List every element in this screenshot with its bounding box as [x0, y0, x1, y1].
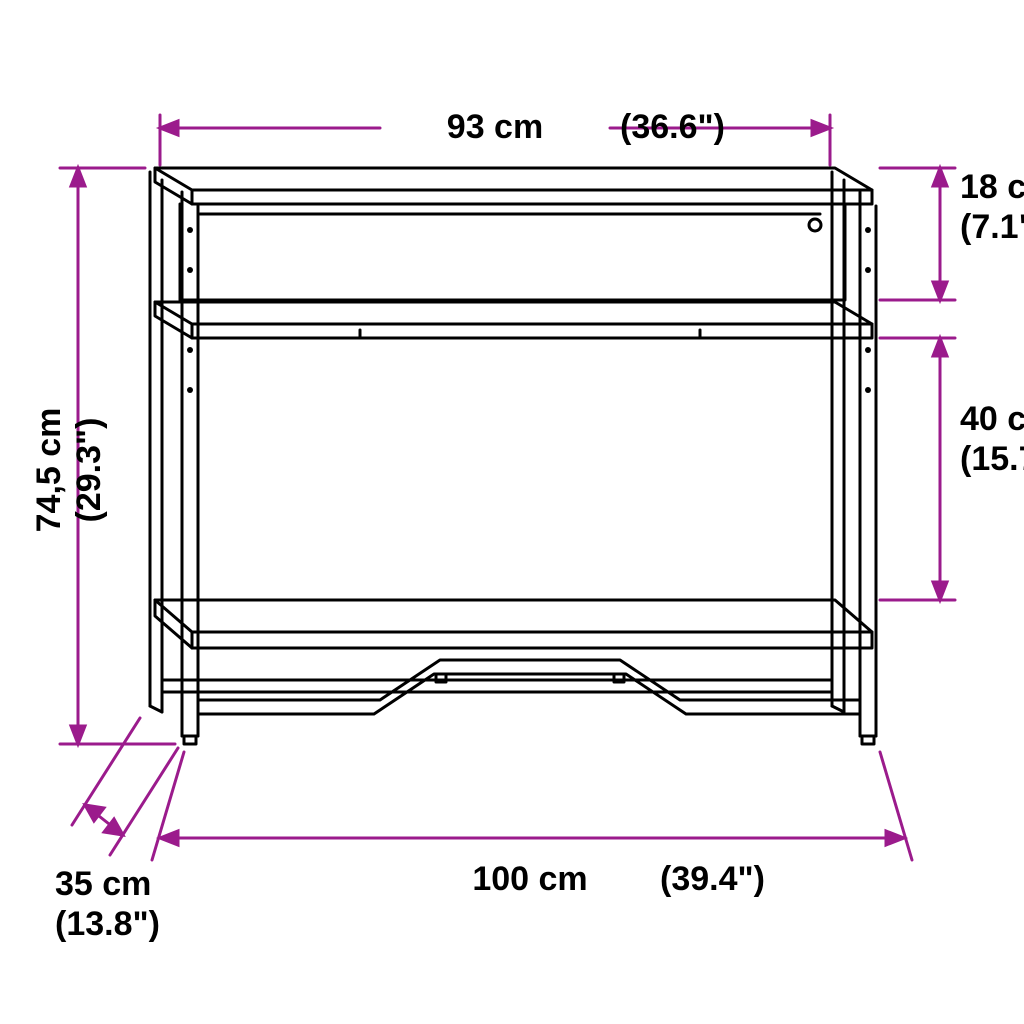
- dim-base-width: 100 cm: [472, 860, 587, 898]
- dim-depth: 35 cm: [55, 865, 151, 903]
- dim-mid-gap-in: (15.7"): [960, 440, 1024, 478]
- dim-top-width-in: (36.6"): [620, 108, 725, 146]
- dim-base-width-in: (39.4"): [660, 860, 765, 898]
- dim-mid-gap: 40 cm: [960, 400, 1024, 438]
- dim-total-height: 74,5 cm: [30, 408, 68, 533]
- dim-top-width: 93 cm: [447, 108, 543, 146]
- dim-upper-gap-in: (7.1"): [960, 208, 1024, 246]
- dim-depth-in: (13.8"): [55, 905, 160, 943]
- dim-total-height-in: (29.3"): [70, 418, 108, 523]
- dim-upper-gap: 18 cm: [960, 168, 1024, 206]
